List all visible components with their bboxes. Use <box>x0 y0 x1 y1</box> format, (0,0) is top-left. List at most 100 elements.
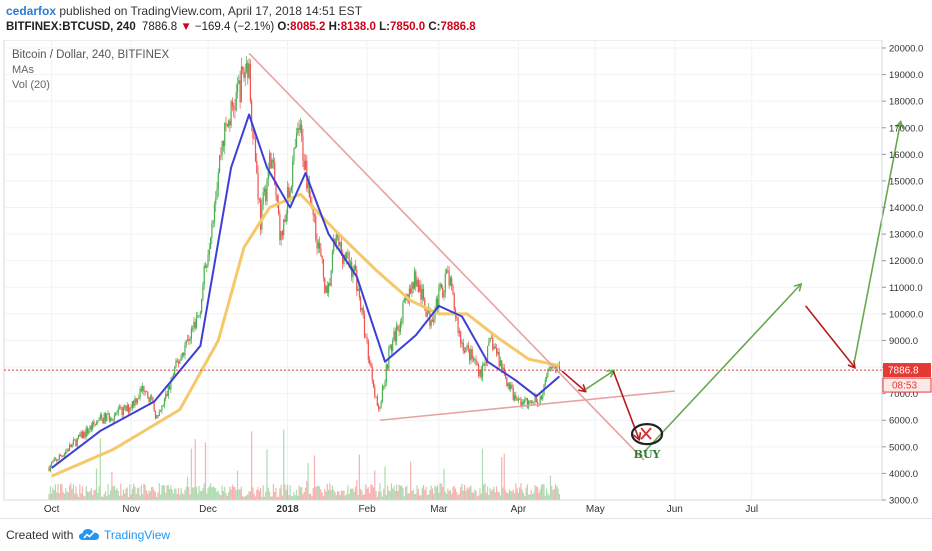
candle-body <box>419 284 421 292</box>
volume-bar <box>176 494 178 500</box>
candle-body <box>177 362 180 364</box>
grid-layer <box>4 40 882 501</box>
volume-bar <box>61 484 63 500</box>
volume-bar <box>354 486 357 500</box>
volume-bar <box>542 483 544 500</box>
candle-body <box>106 414 108 421</box>
volume-bar <box>177 487 180 500</box>
candle-body <box>108 413 110 421</box>
ma-fast-line <box>50 113 561 469</box>
volume-bar <box>240 486 242 500</box>
volume-bar <box>118 495 121 500</box>
candle-body <box>466 345 468 348</box>
last-price: 7886.8 <box>141 21 178 33</box>
volume-bar <box>199 491 201 500</box>
y-axis[interactable]: 3000.04000.05000.06000.07000.08000.09000… <box>882 44 932 507</box>
published-text: published on TradingView.com, April 17, … <box>59 4 363 18</box>
candle-body <box>111 418 113 421</box>
volume-bar <box>139 495 141 500</box>
volume-bar <box>445 493 448 500</box>
candle-body <box>190 328 192 340</box>
volume-bar <box>333 490 335 500</box>
candle-body <box>70 444 72 448</box>
volume-bar <box>344 495 346 500</box>
volume-bar <box>447 488 449 500</box>
projection-arrow-up <box>853 122 900 362</box>
volume-bar <box>269 491 271 500</box>
volume-bar <box>379 483 381 500</box>
chart-area[interactable]: BUY 3000.04000.05000.06000.07000.08000.0… <box>0 39 932 516</box>
candle-body <box>524 399 526 403</box>
candle-body <box>465 347 467 353</box>
candle-body <box>357 288 359 291</box>
volume-bar <box>121 495 123 500</box>
candle-body <box>156 415 158 419</box>
volume-bar <box>208 486 210 500</box>
candle-body <box>383 386 385 388</box>
candle-body <box>245 62 248 73</box>
candle-body <box>415 271 417 287</box>
volume-bar <box>113 485 116 500</box>
price-chart[interactable]: BUY 3000.04000.05000.06000.07000.08000.0… <box>0 39 932 516</box>
candle-body <box>79 434 81 437</box>
volume-bar <box>501 457 503 500</box>
volume-bar <box>126 487 128 500</box>
candle-body <box>271 159 273 169</box>
volume-bar <box>204 442 207 500</box>
candle-body <box>336 234 339 237</box>
candle-body <box>371 366 373 380</box>
candle-body <box>143 386 145 393</box>
candle-body <box>319 242 321 249</box>
volume-bar <box>229 486 231 500</box>
volume-bar <box>152 486 154 500</box>
candle-body <box>247 62 249 78</box>
volume-bar <box>512 489 514 500</box>
volume-bar <box>217 490 219 500</box>
author-link[interactable]: cedarfox <box>6 4 57 18</box>
volume-bar <box>279 488 281 500</box>
legend-volume[interactable]: Vol (20) <box>12 79 50 91</box>
volume-bar <box>215 488 217 500</box>
volume-bar <box>322 496 325 500</box>
volume-bar <box>149 491 151 500</box>
volume-bar <box>156 496 158 500</box>
candle-body <box>157 415 159 417</box>
volume-bar <box>472 492 475 500</box>
volume-bar <box>385 495 387 500</box>
candle-body <box>508 383 510 389</box>
volume-bar <box>448 490 450 500</box>
candle-body <box>198 315 200 316</box>
volume-bar <box>160 494 162 500</box>
y-tick-label: 3000.0 <box>889 496 918 507</box>
candle-body <box>443 293 445 298</box>
volume-bar <box>263 496 266 500</box>
candle-body <box>534 395 536 402</box>
volume-bar <box>402 487 404 500</box>
candle-body <box>172 374 175 378</box>
low-label: L: <box>379 21 390 33</box>
candle-body <box>165 394 167 400</box>
x-axis[interactable]: Oct Nov Dec 2018 Feb Mar Apr May Jun Jul <box>44 504 758 515</box>
volume-bar <box>349 489 351 500</box>
candle-body <box>270 152 272 169</box>
x-tick-label: Apr <box>511 504 527 515</box>
volume-bar <box>143 483 145 500</box>
volume-bar <box>88 492 90 500</box>
tradingview-brand-link[interactable]: TradingView <box>104 528 171 542</box>
legend-mas[interactable]: MAs <box>12 64 35 76</box>
candle-body <box>460 331 462 344</box>
candle-body <box>293 148 295 161</box>
candle-body <box>340 242 343 253</box>
volume-bar <box>71 488 73 500</box>
candle-body <box>393 331 395 341</box>
candle-body <box>98 418 100 421</box>
volume-bar <box>415 494 417 500</box>
candle-body <box>258 199 260 200</box>
candle-body <box>519 398 521 400</box>
candle-body <box>162 405 164 407</box>
volume-bar <box>230 489 232 500</box>
volume-bar <box>453 485 455 500</box>
candle-body <box>52 461 54 463</box>
candle-body <box>342 252 344 264</box>
candle-body <box>544 379 546 385</box>
